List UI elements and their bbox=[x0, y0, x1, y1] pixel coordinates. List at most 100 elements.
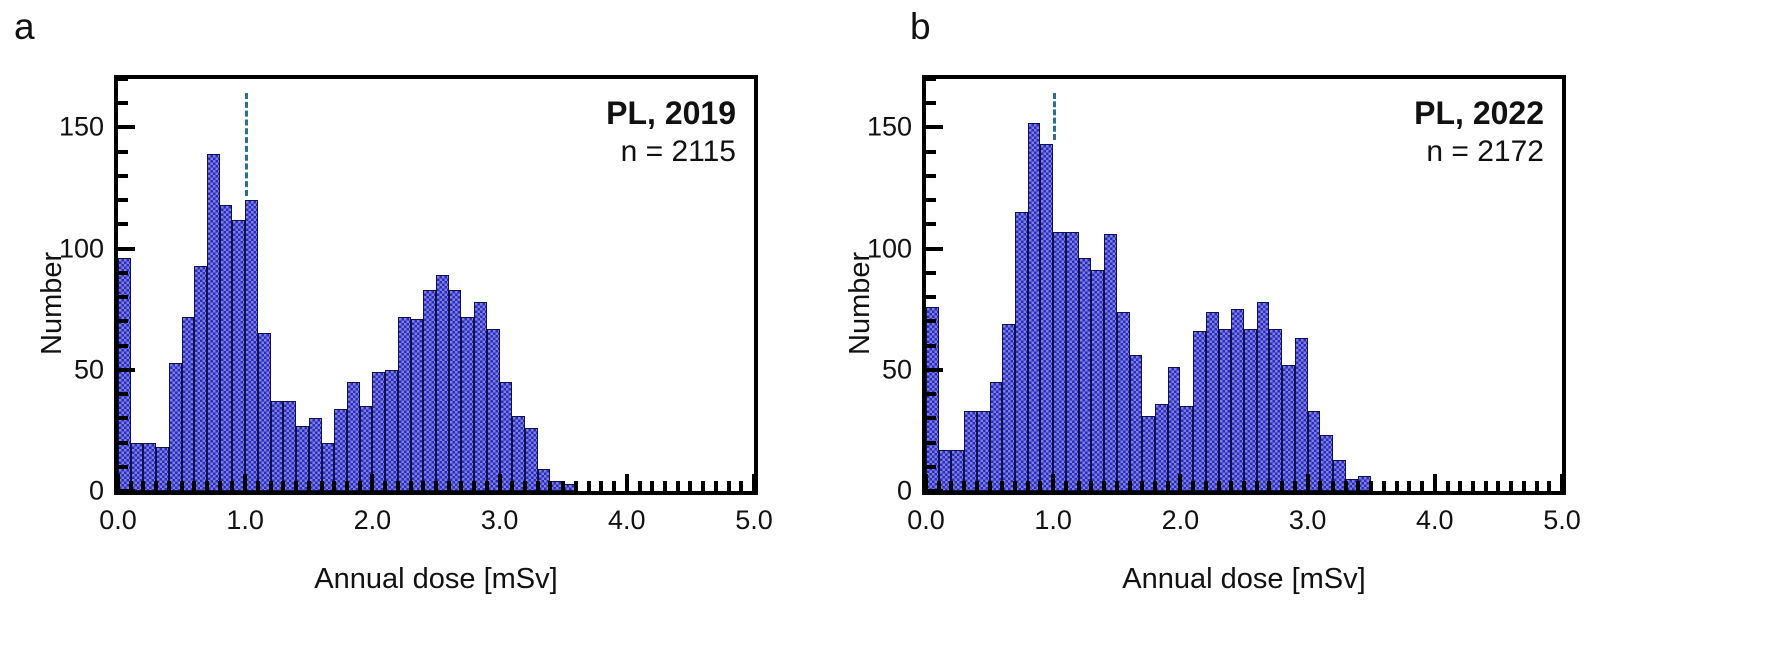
histogram-bar bbox=[1065, 231, 1079, 491]
annotation-sample-size-a: n = 2115 bbox=[620, 135, 736, 168]
x-tick-minor bbox=[1547, 481, 1552, 491]
histogram-bar bbox=[537, 469, 551, 491]
x-tick-minor bbox=[1280, 481, 1285, 491]
x-tick-minor bbox=[573, 481, 578, 491]
x-tick-minor bbox=[306, 481, 311, 491]
histogram-bar bbox=[461, 316, 475, 491]
x-tick-minor bbox=[949, 481, 954, 491]
x-tick-major bbox=[243, 474, 248, 491]
x-tick-label: 0.0 bbox=[99, 505, 137, 535]
y-tick-minor bbox=[118, 101, 128, 106]
x-tick-minor bbox=[421, 481, 426, 491]
x-tick-minor bbox=[1534, 481, 1539, 491]
x-tick-major bbox=[624, 474, 629, 491]
histogram-bar bbox=[1244, 328, 1257, 491]
x-tick-label: 5.0 bbox=[1543, 505, 1581, 535]
x-tick-minor bbox=[1140, 481, 1145, 491]
x-tick-minor bbox=[974, 481, 979, 491]
x-tick-minor bbox=[484, 481, 489, 491]
histogram-bar bbox=[512, 415, 526, 491]
y-tick-label: 100 bbox=[866, 233, 912, 264]
x-tick-minor bbox=[548, 481, 553, 491]
histogram-bar bbox=[1231, 309, 1244, 491]
x-tick-minor bbox=[1076, 481, 1081, 491]
y-tick-minor bbox=[118, 222, 128, 227]
histogram-bar bbox=[372, 372, 386, 491]
y-tick-minor bbox=[926, 79, 936, 81]
y-tick-major bbox=[926, 125, 943, 130]
x-tick-minor bbox=[599, 481, 604, 491]
histogram-bar bbox=[1333, 459, 1346, 491]
histogram-bar bbox=[118, 258, 131, 491]
x-tick-label: 5.0 bbox=[735, 505, 773, 535]
histogram-bar bbox=[1256, 301, 1270, 491]
histogram-bar bbox=[1142, 415, 1155, 491]
annotation-title-a: PL, 2019 bbox=[606, 95, 736, 131]
panel-letter-b: b bbox=[910, 6, 931, 47]
x-tick-minor bbox=[166, 481, 171, 491]
y-tick-minor bbox=[118, 270, 128, 275]
x-tick-minor bbox=[154, 481, 159, 491]
y-tick-label: 100 bbox=[58, 233, 104, 264]
y-tick-minor bbox=[118, 343, 128, 348]
histogram-bar bbox=[1053, 231, 1066, 491]
x-tick-minor bbox=[688, 481, 693, 491]
y-tick-minor bbox=[118, 392, 128, 397]
x-tick-minor bbox=[344, 481, 349, 491]
x-tick-minor bbox=[612, 481, 617, 491]
histogram-bar bbox=[1307, 411, 1321, 491]
histogram-bar bbox=[1091, 270, 1105, 491]
y-axis-title-a: Number bbox=[36, 251, 68, 355]
y-tick-minor bbox=[118, 149, 128, 154]
x-tick-major bbox=[1051, 474, 1056, 491]
y-tick-minor bbox=[926, 464, 936, 469]
x-tick-minor bbox=[1420, 481, 1425, 491]
y-tick-minor bbox=[926, 198, 936, 203]
x-tick-minor bbox=[1203, 481, 1208, 491]
x-tick-minor bbox=[1114, 481, 1119, 491]
histogram-bar bbox=[245, 200, 258, 491]
x-tick-minor bbox=[281, 481, 286, 491]
histogram-bar bbox=[257, 333, 271, 491]
histogram-bar bbox=[359, 406, 373, 491]
x-tick-minor bbox=[1127, 481, 1132, 491]
x-tick-label: 2.0 bbox=[1161, 505, 1200, 535]
histogram-bar bbox=[232, 219, 246, 491]
histogram-bar bbox=[181, 316, 195, 491]
x-tick-minor bbox=[217, 481, 222, 491]
x-tick-minor bbox=[1407, 481, 1412, 491]
histogram-bar bbox=[219, 205, 233, 491]
histogram-bar bbox=[1040, 144, 1054, 491]
x-tick-minor bbox=[713, 481, 718, 491]
histogram-bar bbox=[346, 381, 360, 491]
x-tick-minor bbox=[726, 481, 731, 491]
histogram-bar bbox=[143, 442, 157, 491]
histogram-bar bbox=[1015, 212, 1028, 491]
histogram-bar bbox=[1154, 403, 1168, 491]
x-tick-minor bbox=[459, 481, 464, 491]
x-tick-minor bbox=[1343, 481, 1348, 491]
y-tick-label: 150 bbox=[58, 111, 104, 142]
x-tick-label: 4.0 bbox=[608, 505, 646, 535]
histogram-bar bbox=[1294, 338, 1308, 491]
x-tick-minor bbox=[408, 481, 413, 491]
x-tick-minor bbox=[141, 481, 146, 491]
histogram-bar bbox=[168, 362, 182, 491]
histogram-bar bbox=[270, 401, 284, 491]
y-tick-minor bbox=[926, 173, 936, 178]
x-tick-minor bbox=[1242, 481, 1246, 491]
histogram-bar bbox=[423, 289, 436, 491]
histogram-bar bbox=[1129, 355, 1143, 491]
y-tick-major bbox=[118, 367, 135, 372]
y-tick-minor bbox=[118, 173, 128, 178]
x-tick-minor bbox=[179, 481, 184, 491]
y-tick-label: 0 bbox=[896, 475, 912, 506]
reference-line-b bbox=[1053, 93, 1057, 141]
x-tick-minor bbox=[332, 481, 337, 491]
x-tick-minor bbox=[1381, 481, 1386, 491]
x-tick-minor bbox=[701, 481, 706, 491]
histogram-bar bbox=[1167, 367, 1181, 491]
x-tick-minor bbox=[1318, 481, 1323, 491]
histogram-bar bbox=[334, 408, 347, 491]
x-tick-label: 4.0 bbox=[1416, 505, 1454, 535]
